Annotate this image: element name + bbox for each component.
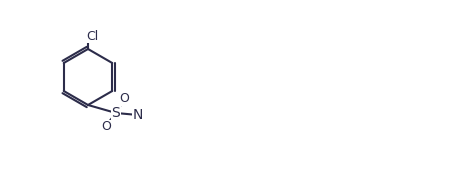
Text: S: S bbox=[112, 106, 120, 120]
Text: O: O bbox=[101, 121, 111, 133]
Text: O: O bbox=[119, 93, 129, 105]
Text: N: N bbox=[133, 108, 143, 122]
Text: Cl: Cl bbox=[86, 30, 98, 42]
